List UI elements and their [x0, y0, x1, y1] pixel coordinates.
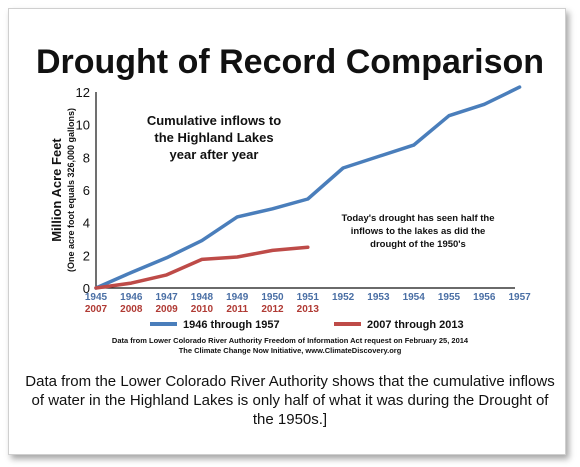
x-tick-label-top: 1951	[297, 292, 320, 303]
annotation-line-4: Today's drought has seen half the	[341, 213, 494, 224]
data-point	[236, 216, 238, 218]
y-tick-label: 0	[83, 281, 90, 296]
y-tick-label: 10	[76, 118, 90, 133]
x-tick-label-top: 1947	[155, 292, 178, 303]
data-point	[483, 103, 486, 106]
x-tick-label-bottom: 2011	[226, 304, 248, 315]
data-point	[165, 256, 168, 259]
x-tick-label-bottom: 2007	[85, 304, 108, 315]
data-point	[307, 198, 309, 200]
x-tick-label-bottom: 2013	[297, 304, 320, 315]
annotation-line-6: drought of the 1950's	[370, 239, 466, 250]
y-axis-subtitle: (One acre foot equals 326,000 gallons)	[66, 108, 76, 272]
source-line-1: Data from Lower Colorado River Authority…	[112, 336, 469, 345]
series-lines	[94, 85, 522, 290]
x-tick-label-top: 1948	[191, 292, 214, 303]
x-tick-label-top: 1950	[261, 292, 284, 303]
data-point	[518, 86, 521, 88]
y-tick-label: 8	[83, 150, 90, 165]
x-tick-label-top: 1956	[473, 292, 496, 303]
legend-label-1: 1946 through 1957	[183, 319, 280, 331]
data-point	[412, 144, 415, 146]
data-point	[448, 114, 450, 117]
data-point	[271, 207, 274, 210]
x-tick-label-top: 1949	[226, 292, 249, 303]
x-tick-label-top: 1953	[367, 292, 390, 303]
annotation-line-1: Cumulative inflows to	[147, 113, 281, 128]
data-point	[307, 246, 309, 248]
source-line-2: The Climate Change Now Initiative, www.C…	[179, 346, 402, 355]
x-tick-label-top: 1946	[120, 292, 143, 303]
x-tick-label-top: 1945	[85, 292, 108, 303]
data-point	[130, 271, 133, 274]
data-point	[95, 287, 97, 289]
y-axis-labels: 0 2 4 6 8 10 12	[76, 85, 90, 296]
x-tick-label-top: 1954	[403, 292, 426, 303]
annotation-line-2: the Highland Lakes	[154, 130, 273, 145]
x-tick-label-bottom: 2010	[191, 304, 214, 315]
data-point	[201, 258, 203, 261]
data-point	[271, 249, 274, 252]
figure-caption: Data from the Lower Colorado River Autho…	[25, 373, 555, 428]
annotation-line-3: year after year	[170, 147, 259, 162]
x-tick-label-top: 1952	[332, 292, 355, 303]
data-point	[165, 274, 168, 276]
x-tick-label-top: 1955	[438, 292, 461, 303]
annotation-line-5: inflows to the lakes as did the	[351, 226, 486, 237]
data-point	[130, 282, 133, 284]
x-axis-labels: 1945 1946 1947 1948 1949 1950 1951 1952 1953 1954…	[85, 292, 531, 315]
x-tick-label-bottom: 2009	[155, 304, 178, 315]
y-tick-label: 4	[83, 216, 90, 231]
data-point	[377, 155, 380, 158]
data-point	[342, 167, 344, 169]
figure-frame	[8, 8, 566, 455]
legend-label-2: 2007 through 2013	[367, 319, 464, 331]
series-line-2	[94, 245, 310, 290]
data-point	[236, 256, 238, 258]
y-tick-label: 12	[76, 85, 90, 100]
y-axis-title: Million Acre Feet	[49, 138, 64, 242]
y-tick-label: 2	[83, 248, 90, 263]
chart-title: Drought of Record Comparison	[36, 43, 544, 81]
x-tick-label-bottom: 2012	[261, 304, 284, 315]
data-point	[201, 239, 203, 242]
y-tick-label: 6	[83, 183, 90, 198]
x-tick-label-top: 1957	[508, 292, 531, 303]
x-tick-label-bottom: 2008	[120, 304, 143, 315]
